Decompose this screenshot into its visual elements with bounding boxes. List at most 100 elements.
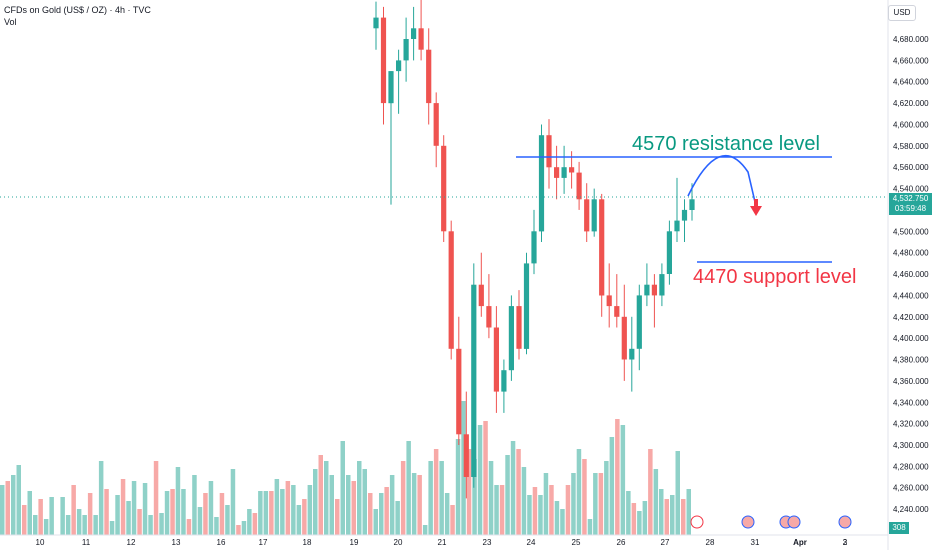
candle (380, 6, 387, 125)
volume-bar (252, 513, 258, 535)
volume-bar (346, 475, 351, 535)
volume-bar (422, 525, 428, 535)
time-tick-label: 18 (303, 538, 312, 547)
price-tick-label: 4,480.000 (893, 249, 929, 258)
volume-bar (291, 485, 296, 535)
candle (501, 359, 507, 413)
candle (576, 161, 582, 210)
lightning-event-icon[interactable] (690, 515, 704, 529)
time-tick-label: 24 (527, 538, 536, 547)
volume-bar (675, 451, 680, 535)
volume-bar (400, 461, 406, 535)
time-tick-label: 16 (217, 538, 226, 547)
volume-value-tag: 308 (889, 522, 909, 534)
volume-bar (164, 491, 170, 535)
volume-bar (532, 487, 538, 535)
volume-bar (247, 509, 252, 535)
candle (388, 71, 394, 205)
volume-bar (466, 449, 472, 535)
volume-bar (499, 485, 505, 535)
time-axis[interactable]: 10 11 12 13 16 17 18 19 20 21 23 24 25 26 27 28 31 Apr 23 (0, 534, 888, 547)
volume-bar (565, 485, 571, 535)
price-tick-label: 4,580.000 (893, 142, 929, 151)
candle (486, 274, 492, 339)
time-tick-label: 26 (617, 538, 626, 547)
candle (629, 316, 635, 392)
time-tick-label: 31 (751, 538, 760, 547)
volume-bar (60, 497, 65, 535)
volume-bar (357, 461, 362, 535)
volume-bar (148, 515, 153, 535)
volume-bar (543, 473, 549, 535)
volume-bar (582, 459, 587, 535)
price-axis[interactable]: 4,680.000 4,660.000 4,640.000 4,620.000 4,60… (887, 0, 929, 550)
volume-bar (115, 495, 120, 535)
volume-bar (379, 493, 384, 535)
price-tick-label: 4,500.000 (893, 227, 929, 236)
candle (478, 252, 484, 317)
volume-bar (186, 519, 192, 535)
volume-bar (477, 425, 483, 535)
volume-bar (33, 515, 38, 535)
candle (584, 183, 590, 242)
volume-bar (313, 469, 318, 535)
price-tick-label: 4,640.000 (893, 78, 929, 87)
volume-bar (329, 475, 334, 535)
volume-bar (494, 485, 499, 535)
volume-bar (411, 473, 417, 535)
volume-bar (648, 449, 653, 535)
candle (561, 145, 567, 194)
volume-bar (637, 511, 642, 535)
price-tick-label: 4,660.000 (893, 56, 929, 65)
volume-bar (269, 491, 274, 535)
volume-bar (455, 439, 461, 535)
volume-bar (527, 495, 532, 535)
volume-bars (0, 401, 691, 535)
time-tick-label: 25 (572, 538, 581, 547)
volume-bar (280, 489, 285, 535)
candle (599, 193, 605, 317)
chart-legend: CFDs on Gold (US$ / OZ) · 4h · TVC Vol (4, 4, 151, 28)
price-tick-label: 4,380.000 (893, 356, 929, 365)
candle (456, 316, 462, 445)
candle (418, 0, 424, 61)
volume-bar (554, 501, 560, 535)
volume-bar (98, 461, 104, 535)
time-tick-label: 11 (82, 538, 91, 547)
candle (644, 263, 650, 307)
candle (396, 49, 402, 114)
time-tick-label: 21 (438, 538, 447, 547)
volume-bar (76, 509, 82, 535)
event-icons (690, 515, 852, 529)
volume-bar (615, 419, 620, 535)
us-flag-event-icon[interactable] (787, 515, 801, 529)
last-price: 4,532.750 (892, 194, 929, 203)
volume-bar (104, 489, 109, 535)
candle (508, 295, 514, 381)
volume-bar (516, 449, 521, 535)
candlestick-series (373, 0, 695, 499)
volume-bar (296, 505, 302, 535)
symbol-title[interactable]: CFDs on Gold (US$ / OZ) · 4h · TVC (4, 5, 151, 15)
volume-bar (120, 479, 126, 535)
currency-button[interactable]: USD (888, 5, 916, 21)
candle (659, 263, 665, 307)
bar-countdown: 03:59:48 (894, 204, 927, 213)
time-tick-label: 3 (843, 538, 848, 547)
time-tick-label: 20 (394, 538, 403, 547)
price-tick-label: 4,560.000 (893, 163, 929, 172)
volume-bar (230, 469, 236, 535)
price-tick-label: 4,280.000 (893, 462, 929, 471)
us-flag-event-icon[interactable] (838, 515, 852, 529)
candle (674, 177, 680, 242)
us-flag-event-icon[interactable] (741, 515, 755, 529)
candle (441, 135, 447, 242)
projection-arc[interactable] (687, 154, 756, 203)
time-tick-label: 27 (661, 538, 670, 547)
candle (538, 124, 545, 242)
candle (621, 284, 627, 381)
volume-bar (351, 481, 356, 535)
price-tick-label: 4,260.000 (893, 484, 929, 493)
volume-bar (510, 441, 516, 535)
